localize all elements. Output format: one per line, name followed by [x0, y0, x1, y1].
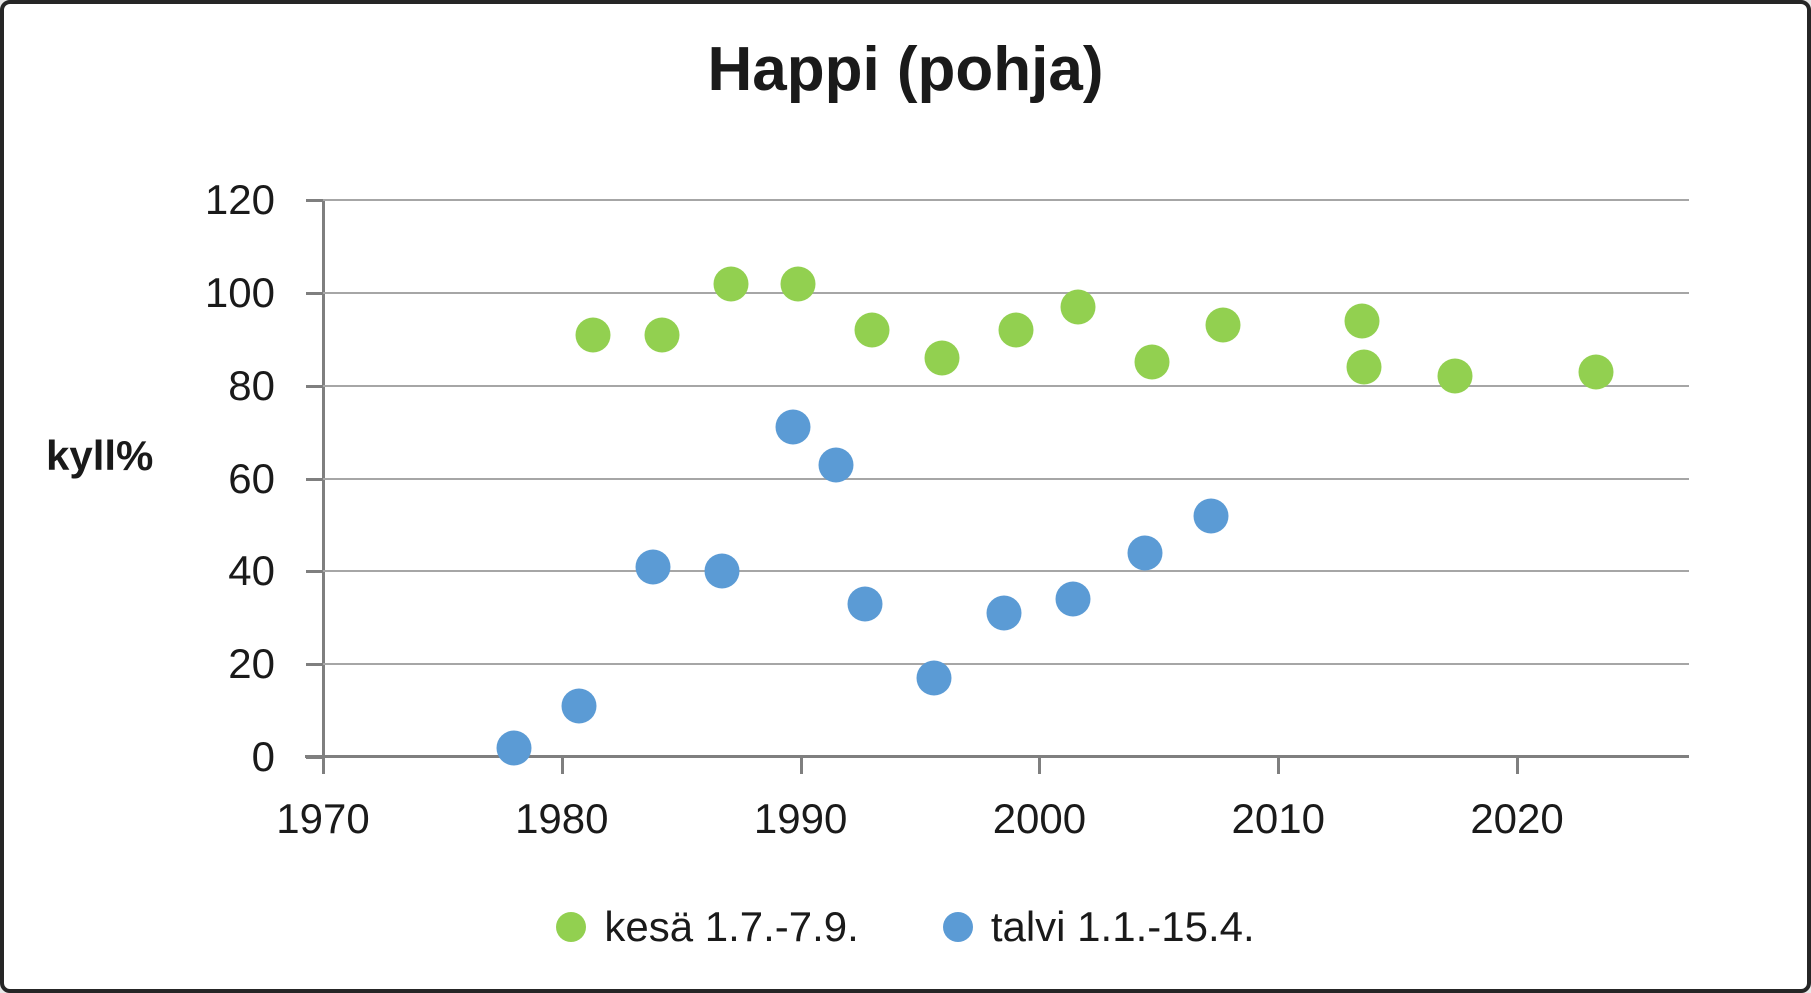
data-point-winter: [775, 409, 811, 445]
data-point-summer: [998, 312, 1034, 348]
y-axis-line: [322, 200, 325, 767]
y-tick-label-40: 40: [228, 547, 275, 595]
data-point-summer: [924, 340, 960, 376]
legend: kesä 1.7.-7.9. talvi 1.1.-15.4.: [4, 903, 1807, 951]
data-point-winter: [635, 549, 671, 585]
chart-title: Happi (pohja): [707, 35, 1104, 104]
data-point-summer: [713, 266, 749, 302]
data-point-winter: [1055, 581, 1091, 617]
data-point-winter: [818, 447, 854, 483]
y-tick-label-60: 60: [228, 454, 275, 502]
data-point-summer: [575, 317, 611, 353]
data-point-summer: [1134, 344, 1170, 380]
y-tick-40: [306, 570, 323, 574]
plot-area: 0 20 40 60 80 100 120 1970 1980 1990 2000 2010 2020: [205, 176, 1689, 842]
data-point-summer: [1344, 303, 1380, 339]
y-tick-20: [306, 663, 323, 667]
y-tick-60: [306, 477, 323, 481]
y-axis-title: kyll%: [46, 432, 154, 479]
x-tick-1970: [322, 757, 325, 774]
data-point-summer: [1060, 289, 1096, 325]
data-point-summer: [644, 317, 680, 353]
data-point-winter: [704, 553, 740, 589]
data-point-winter: [496, 730, 532, 766]
data-point-winter: [1193, 498, 1229, 534]
x-tick-label-1990: 1990: [753, 795, 848, 842]
y-tick-label-120: 120: [204, 176, 275, 223]
legend-item-winter: talvi 1.1.-15.4.: [942, 903, 1255, 951]
y-tick-label-80: 80: [228, 361, 275, 409]
y-tick-120: [306, 199, 323, 202]
data-point-summer: [1437, 358, 1473, 394]
data-point-winter: [986, 595, 1022, 631]
legend-label-winter: talvi 1.1.-15.4.: [990, 903, 1255, 950]
gridline-y-20: [323, 663, 1689, 666]
legend-marker-winter-icon: [942, 912, 973, 942]
x-tick-label-2010: 2010: [1231, 795, 1325, 842]
data-point-summer: [1578, 354, 1614, 390]
x-tick-label-2020: 2020: [1470, 795, 1564, 842]
gridline-y-60: [323, 477, 1689, 480]
x-tick-1980: [560, 757, 564, 774]
x-tick-label-1980: 1980: [515, 795, 609, 842]
gridline-y-100: [323, 291, 1689, 294]
legend-marker-summer-icon: [556, 912, 587, 942]
x-tick-2010: [1277, 757, 1281, 774]
data-point-winter: [1127, 535, 1162, 571]
data-point-summer: [780, 266, 816, 302]
legend-label-summer: kesä 1.7.-7.9.: [604, 903, 859, 950]
y-tick-100: [306, 291, 323, 295]
x-tick-2020: [1516, 757, 1520, 774]
y-tick-0: [306, 756, 323, 759]
y-tick-label-100: 100: [204, 268, 275, 316]
y-tick-label-20: 20: [228, 640, 275, 688]
data-point-summer: [1205, 307, 1241, 343]
data-point-summer: [1346, 349, 1382, 385]
gridline-y-120: [323, 199, 1689, 201]
y-tick-80: [306, 384, 323, 388]
legend-item-summer: kesä 1.7.-7.9.: [556, 903, 859, 951]
y-tick-label-0: 0: [251, 733, 275, 780]
gridline-y-80: [323, 384, 1689, 387]
data-point-winter: [561, 688, 597, 724]
x-tick-1990: [799, 757, 803, 774]
gridline-y-40: [323, 570, 1689, 573]
data-point-winter: [916, 660, 952, 696]
x-tick-2000: [1038, 757, 1042, 774]
x-tick-label-2000: 2000: [992, 795, 1087, 842]
data-point-summer: [854, 312, 890, 348]
data-point-winter: [847, 586, 883, 622]
x-axis-line: [305, 755, 1689, 758]
x-tick-label-1970: 1970: [276, 795, 370, 842]
